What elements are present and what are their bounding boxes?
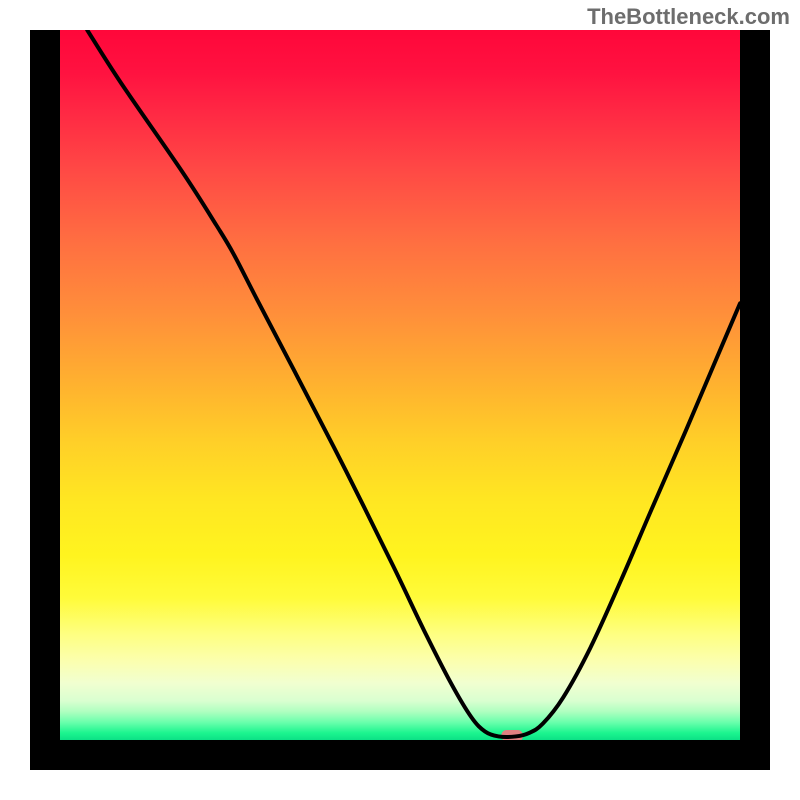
plot-border-left <box>30 30 60 770</box>
plot-background-gradient <box>60 30 740 740</box>
chart-container: TheBottleneck.com <box>0 0 800 800</box>
plot-border-right <box>740 30 770 770</box>
bottleneck-chart-svg <box>0 0 800 800</box>
plot-border-bottom <box>30 740 770 770</box>
